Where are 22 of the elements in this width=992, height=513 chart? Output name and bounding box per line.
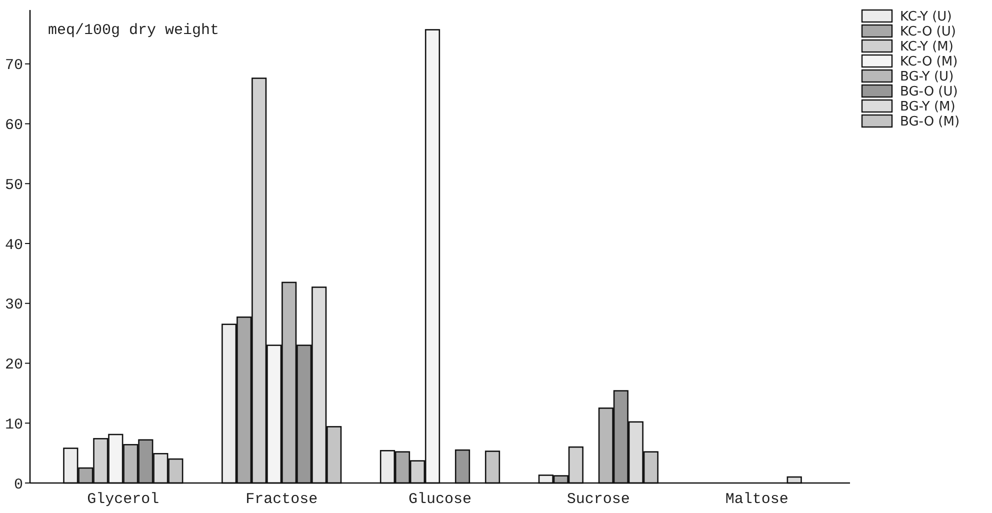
- y-tick-label: 0: [14, 476, 23, 494]
- legend-label: BG-Y (U): [900, 70, 954, 85]
- y-tick-label: 40: [4, 236, 23, 254]
- x-tick-label: Fractose: [246, 491, 318, 508]
- y-tick-label: 60: [4, 117, 23, 134]
- legend-label: BG-O (M): [900, 114, 960, 130]
- x-tick-label: Maltose: [725, 491, 788, 508]
- x-tick-label: Glucose: [408, 491, 472, 508]
- y-tick-label: 30: [4, 296, 23, 314]
- x-tick-label: Sucrose: [566, 491, 630, 508]
- x-tick-label: Glycerol: [87, 491, 160, 508]
- y-tick-label: 50: [4, 176, 23, 194]
- y-tick-label: 70: [4, 57, 23, 74]
- y-tick-label: 20: [4, 356, 23, 374]
- legend-label: KC-Y (U): [900, 10, 952, 25]
- legend-label: KC-O (U): [900, 24, 956, 40]
- y-tick-label: 10: [4, 416, 23, 434]
- y-axis-title: meq/100g dry weight: [48, 22, 220, 39]
- legend-label: BG-O (U): [900, 84, 958, 100]
- legend-label: KC-O (M): [900, 54, 958, 70]
- legend-label: KC-Y (M): [900, 40, 954, 55]
- legend-label: BG-Y (M): [900, 100, 956, 115]
